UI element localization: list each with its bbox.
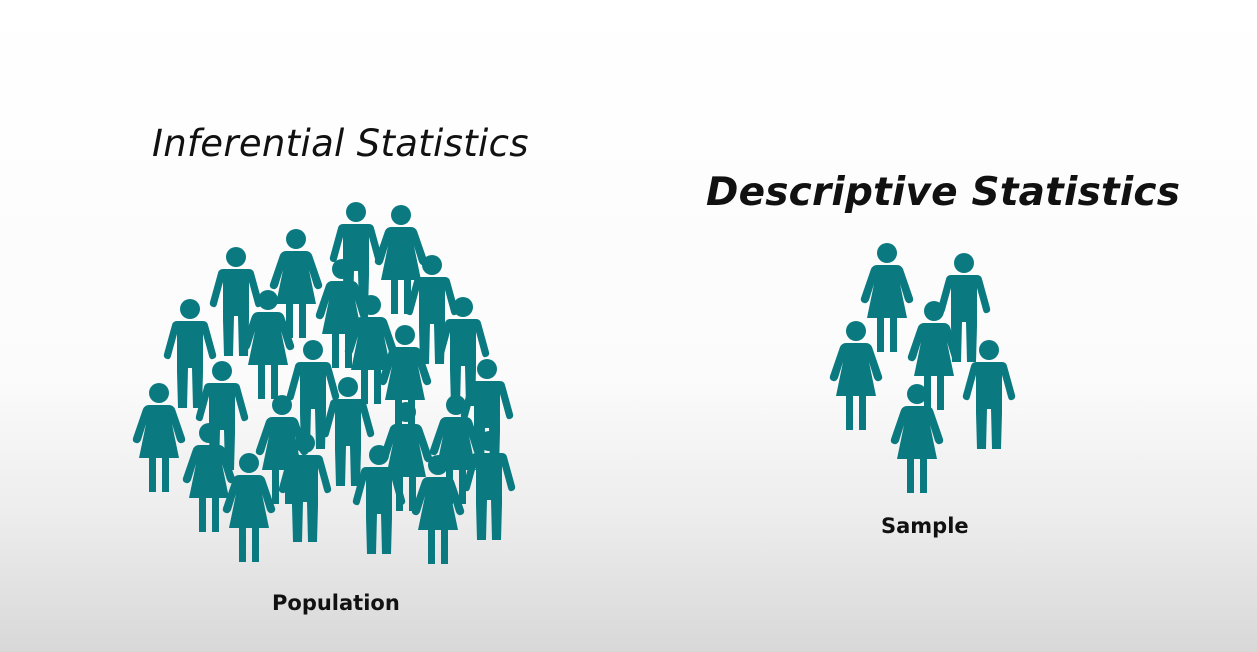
sample-female-person-icon xyxy=(860,243,914,352)
sample-female-person-icon xyxy=(829,321,883,430)
sample-label: Sample xyxy=(881,514,969,538)
population-crowd xyxy=(132,202,516,564)
population-female-person-icon xyxy=(132,383,186,492)
descriptive-statistics-title: Descriptive Statistics xyxy=(706,170,1181,215)
inferential-statistics-title: Inferential Statistics xyxy=(152,122,529,165)
sample-female-person-icon xyxy=(890,384,944,493)
sample-group xyxy=(829,243,1016,493)
population-label: Population xyxy=(272,591,400,615)
